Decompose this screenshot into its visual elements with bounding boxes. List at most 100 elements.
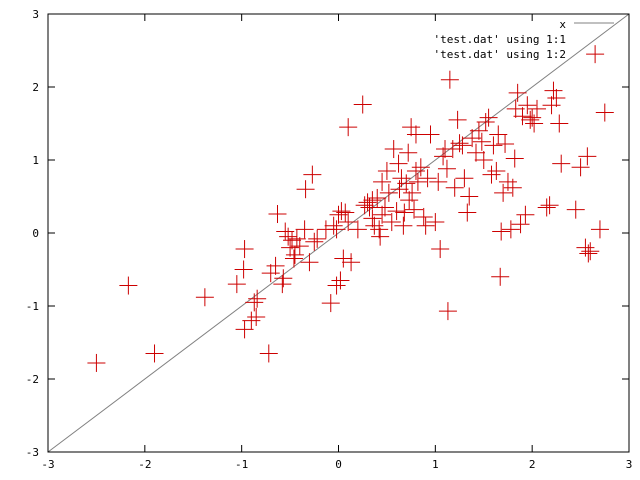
data-point bbox=[235, 240, 254, 259]
data-point bbox=[290, 237, 309, 256]
data-point bbox=[467, 143, 486, 162]
data-point bbox=[469, 121, 488, 140]
data-point bbox=[276, 222, 295, 241]
data-point bbox=[387, 202, 406, 221]
data-point bbox=[339, 213, 358, 232]
x-tick-label: -1 bbox=[235, 458, 248, 471]
data-point bbox=[508, 83, 527, 102]
data-point bbox=[279, 227, 298, 246]
data-point bbox=[408, 172, 427, 191]
data-point bbox=[429, 172, 448, 191]
data-point bbox=[321, 294, 340, 313]
data-point bbox=[521, 110, 540, 129]
x-tick-label: 3 bbox=[626, 458, 633, 471]
data-point bbox=[268, 205, 287, 224]
data-point bbox=[358, 193, 377, 212]
data-point bbox=[363, 209, 382, 228]
data-point bbox=[525, 114, 544, 133]
data-point bbox=[261, 264, 280, 283]
data-point bbox=[501, 220, 520, 239]
data-point bbox=[484, 136, 503, 155]
data-point bbox=[416, 216, 435, 235]
y-tick-label: -3 bbox=[26, 446, 39, 459]
data-point bbox=[411, 158, 430, 177]
data-point bbox=[453, 136, 472, 155]
y-tick-label: 0 bbox=[32, 227, 39, 240]
data-point bbox=[360, 198, 379, 217]
data-point bbox=[438, 302, 457, 321]
data-point bbox=[581, 242, 600, 261]
data-point bbox=[145, 344, 164, 363]
data-point bbox=[285, 245, 304, 264]
data-point bbox=[463, 129, 482, 148]
data-point bbox=[348, 220, 367, 239]
data-point bbox=[518, 96, 537, 115]
data-point bbox=[195, 288, 214, 307]
data-point bbox=[296, 180, 315, 199]
x-tick-label: 0 bbox=[335, 458, 342, 471]
data-point bbox=[474, 151, 493, 169]
data-point bbox=[392, 169, 411, 188]
data-point bbox=[494, 183, 513, 202]
data-point bbox=[440, 70, 459, 89]
data-point bbox=[450, 134, 469, 153]
data-point bbox=[373, 205, 392, 224]
data-point bbox=[421, 125, 440, 144]
plot-area bbox=[47, 13, 630, 453]
data-point bbox=[274, 269, 293, 288]
data-point bbox=[324, 216, 343, 235]
data-point bbox=[375, 198, 394, 217]
data-point bbox=[542, 96, 561, 115]
data-point bbox=[287, 229, 306, 248]
data-point bbox=[370, 220, 389, 239]
data-point bbox=[511, 215, 530, 234]
data-point bbox=[234, 260, 253, 279]
data-point bbox=[384, 140, 403, 159]
data-point bbox=[248, 289, 267, 308]
data-point bbox=[578, 147, 597, 166]
data-point bbox=[489, 125, 508, 144]
data-point bbox=[482, 165, 501, 184]
x-tick-label: 1 bbox=[432, 458, 439, 471]
data-point bbox=[590, 220, 609, 239]
data-point bbox=[571, 158, 590, 177]
data-point bbox=[506, 99, 525, 118]
legend-label-using-1-1: 'test.dat' using 1:1 bbox=[434, 33, 566, 46]
data-point bbox=[303, 165, 322, 184]
data-point bbox=[479, 108, 498, 127]
data-point bbox=[513, 107, 532, 126]
data-point bbox=[373, 172, 392, 191]
data-point bbox=[414, 207, 433, 226]
data-point bbox=[540, 196, 559, 215]
data-point bbox=[458, 203, 477, 222]
data-point bbox=[342, 253, 361, 272]
data-point bbox=[331, 271, 350, 290]
data-point bbox=[434, 147, 453, 166]
data-point bbox=[566, 200, 585, 219]
data-point bbox=[399, 143, 418, 162]
data-point bbox=[305, 232, 324, 251]
data-point bbox=[503, 178, 522, 197]
y-tick-label: 2 bbox=[32, 81, 39, 94]
data-point bbox=[431, 240, 450, 259]
legend-label-using-1-2: 'test.dat' using 1:2 bbox=[434, 48, 566, 61]
data-point bbox=[336, 203, 355, 222]
data-point bbox=[405, 200, 424, 219]
data-point bbox=[492, 222, 511, 241]
data-point bbox=[382, 213, 401, 232]
series-x-line-layer bbox=[47, 13, 630, 453]
data-point bbox=[547, 88, 566, 107]
data-point bbox=[295, 220, 314, 239]
data-point bbox=[339, 118, 358, 137]
data-point bbox=[418, 169, 437, 188]
data-point bbox=[227, 275, 246, 294]
data-point bbox=[355, 196, 374, 215]
data-point bbox=[476, 113, 495, 132]
y-tick-label: -1 bbox=[26, 300, 39, 313]
data-point bbox=[363, 191, 382, 210]
data-point bbox=[266, 256, 285, 275]
data-point bbox=[516, 205, 535, 224]
x-tick-label: -2 bbox=[138, 458, 151, 471]
series-x-line bbox=[47, 13, 630, 453]
data-point bbox=[242, 311, 261, 330]
